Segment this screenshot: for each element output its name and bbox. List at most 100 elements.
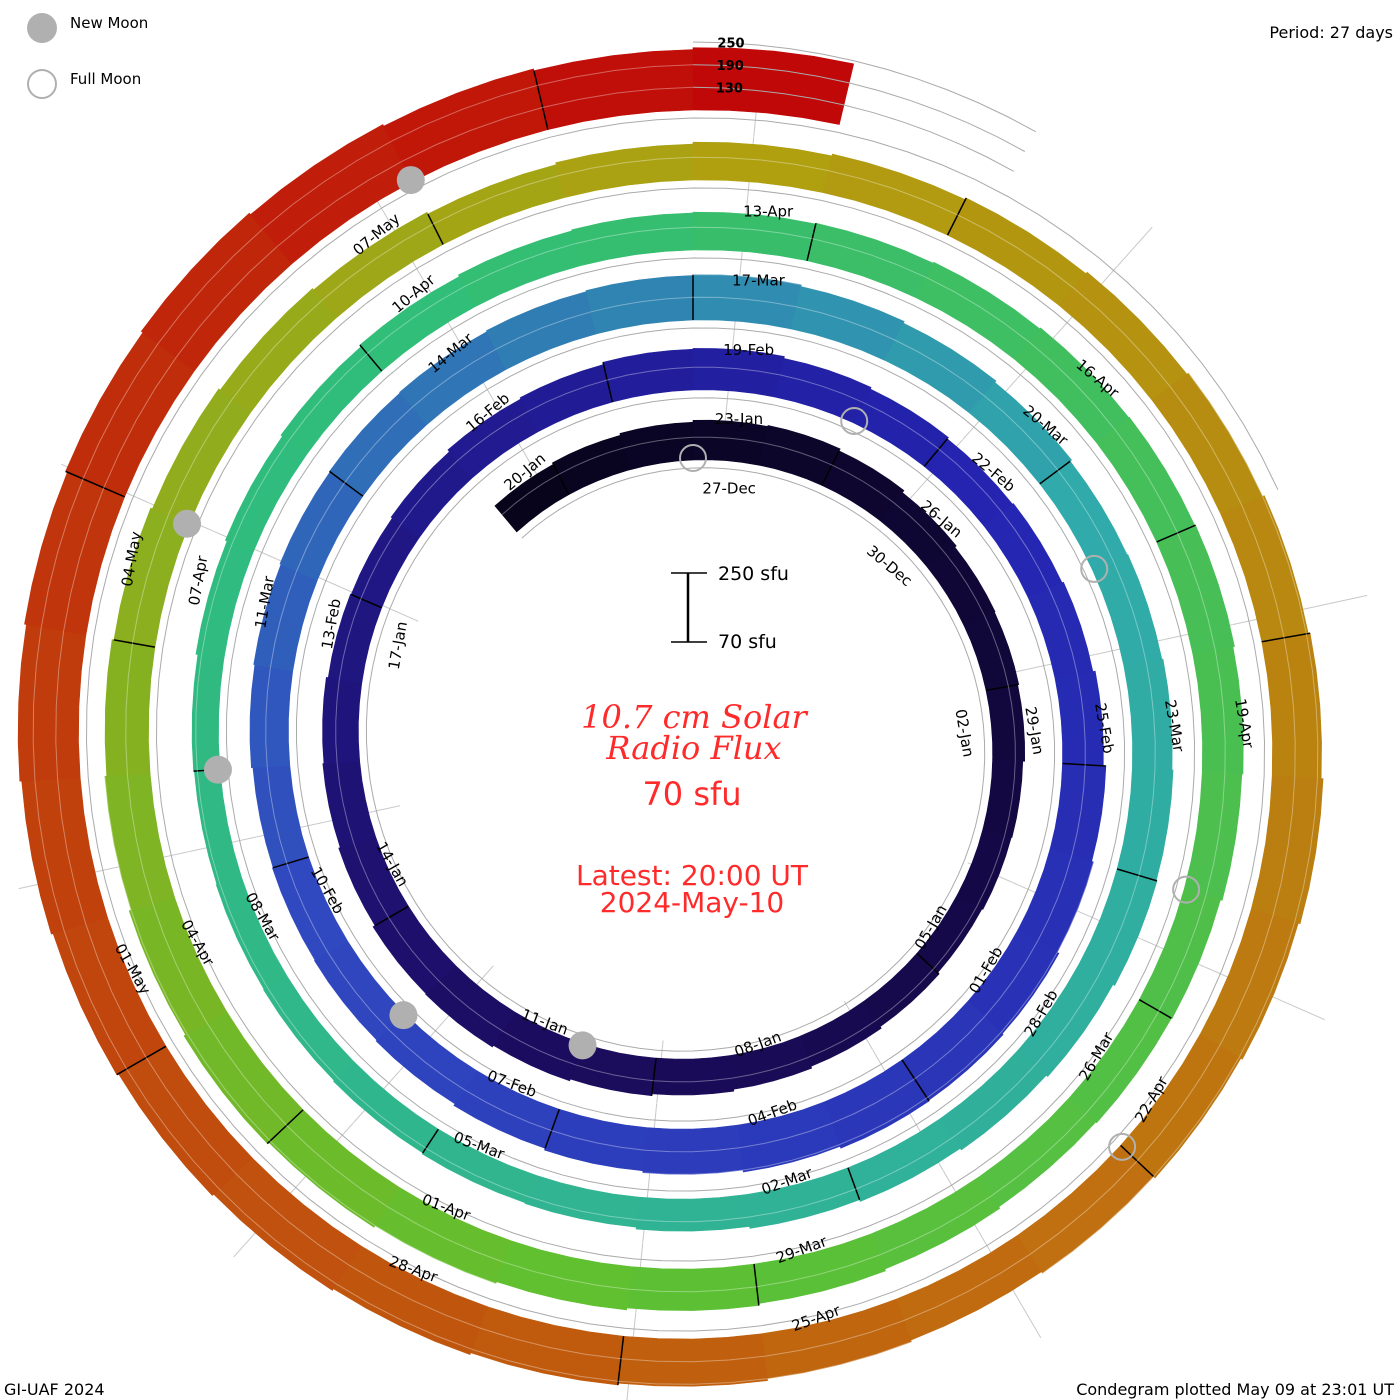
flux-bar: [585, 275, 694, 335]
date-label: 30-Dec: [863, 542, 916, 590]
flux-bar: [496, 1240, 633, 1311]
bar-separator: [602, 362, 614, 403]
bar-separator: [329, 470, 364, 497]
full-moon-marker: [1080, 554, 1109, 583]
bar-separator: [1062, 762, 1106, 767]
level-line-130: [55, 86, 1296, 1363]
bar-separator: [916, 952, 940, 975]
flux-bar: [642, 1124, 744, 1175]
new-moon-legend-icon: [27, 13, 57, 43]
flux-bar: [322, 676, 363, 764]
flux-bar: [375, 1013, 478, 1105]
flux-bar: [457, 230, 581, 308]
date-label: 17-Jan: [385, 620, 411, 671]
level-line-190: [32, 64, 1319, 1385]
period-label: Period: 27 days: [1269, 23, 1393, 42]
date-label: 19-Feb: [723, 341, 774, 359]
flux-bar: [985, 684, 1026, 762]
flux-bar: [1138, 888, 1221, 1020]
bar-separator: [350, 593, 382, 609]
flux-bar: [884, 322, 997, 414]
bar-separator: [901, 1059, 930, 1102]
new-moon-legend-label: New Moon: [70, 14, 148, 32]
bar-separator: [821, 450, 840, 486]
bar-separator: [923, 438, 948, 467]
level-scale-line: [692, 41, 1037, 133]
bar-separator: [551, 462, 570, 495]
date-label: 17-Mar: [732, 272, 786, 290]
level-scale: 250 190 130: [692, 36, 1037, 172]
flux-bars: [17, 47, 1324, 1387]
bar-separator: [1120, 1144, 1155, 1178]
bar-separator: [272, 856, 309, 869]
bar-separator: [374, 905, 409, 927]
flux-bar: [193, 769, 242, 885]
flux-bar: [774, 358, 872, 424]
new-moon-marker: [389, 1001, 418, 1030]
date-label: 27-Dec: [702, 480, 756, 498]
flux-bar: [470, 1306, 624, 1386]
footer-credit: GI-UAF 2024: [4, 1380, 105, 1399]
date-label: 23-Jan: [715, 410, 763, 428]
flux-bar: [806, 222, 934, 299]
bar-separator: [1138, 999, 1172, 1019]
date-label: 29-Jan: [1021, 705, 1047, 756]
latest-date: 2024-May-10: [600, 886, 785, 919]
flux-bar: [692, 47, 855, 125]
bar-separator: [266, 1109, 304, 1145]
baseline-spiral: [85, 117, 1279, 1332]
bar-separator: [65, 470, 125, 498]
new-moon-marker: [396, 166, 425, 195]
flux-bar: [104, 773, 175, 911]
new-moon-marker: [568, 1031, 597, 1060]
bar-separator: [427, 213, 444, 245]
flux-bar: [871, 1176, 1001, 1270]
level-scale-label: 190: [717, 59, 744, 74]
flux-bar: [963, 611, 1020, 691]
bar-separator: [533, 70, 549, 130]
bar-separator: [544, 1109, 561, 1149]
bar-separator: [1116, 868, 1158, 882]
flux-bar: [626, 1263, 760, 1311]
bar-separator: [1039, 460, 1071, 485]
current-flux-value: 70 sfu: [642, 775, 741, 813]
flux-bar: [21, 777, 108, 935]
date-label: 02-Jan: [951, 708, 977, 759]
flux-bar: [17, 624, 87, 782]
bar-separator: [617, 1336, 625, 1386]
new-moon-marker: [203, 755, 232, 784]
level-scale-line: [692, 64, 1026, 152]
flux-bar: [1261, 632, 1322, 779]
full-moon-legend-icon: [27, 69, 57, 99]
flux-bar: [427, 164, 565, 245]
full-moon-marker: [1108, 1132, 1137, 1161]
flux-bar: [1027, 581, 1094, 679]
flux-bar: [982, 759, 1024, 838]
flux-bar: [249, 664, 294, 769]
level-scale-line: [692, 86, 1014, 172]
scale-bottom-label: 70 sfu: [718, 631, 777, 653]
bar-separator: [113, 639, 155, 648]
flux-bar: [602, 348, 694, 403]
footer-plot-time: Condegram plotted May 09 at 23:01 UT: [1076, 1380, 1394, 1399]
flux-bar: [555, 143, 694, 199]
flux-bar: [635, 1194, 750, 1232]
full-moon-marker: [679, 444, 707, 472]
bar-separator: [985, 684, 1018, 692]
flux-bar: [519, 364, 613, 433]
bar-separator: [422, 1128, 439, 1154]
flux-bar: [350, 517, 420, 609]
flux-bar: [252, 765, 309, 869]
scale-top-label: 250 sfu: [718, 563, 789, 585]
full-moon-marker: [840, 407, 869, 436]
full-moon-legend-label: Full Moon: [70, 70, 141, 88]
new-moon-marker: [173, 509, 202, 538]
bar-separator: [116, 1045, 167, 1076]
latest-time: Latest: 20:00 UT: [576, 859, 809, 892]
flux-bar: [1092, 554, 1163, 667]
flux-bar: [24, 471, 125, 636]
bar-separator: [847, 1167, 861, 1200]
date-label: 13-Apr: [743, 202, 794, 220]
bar-separator: [359, 344, 383, 372]
